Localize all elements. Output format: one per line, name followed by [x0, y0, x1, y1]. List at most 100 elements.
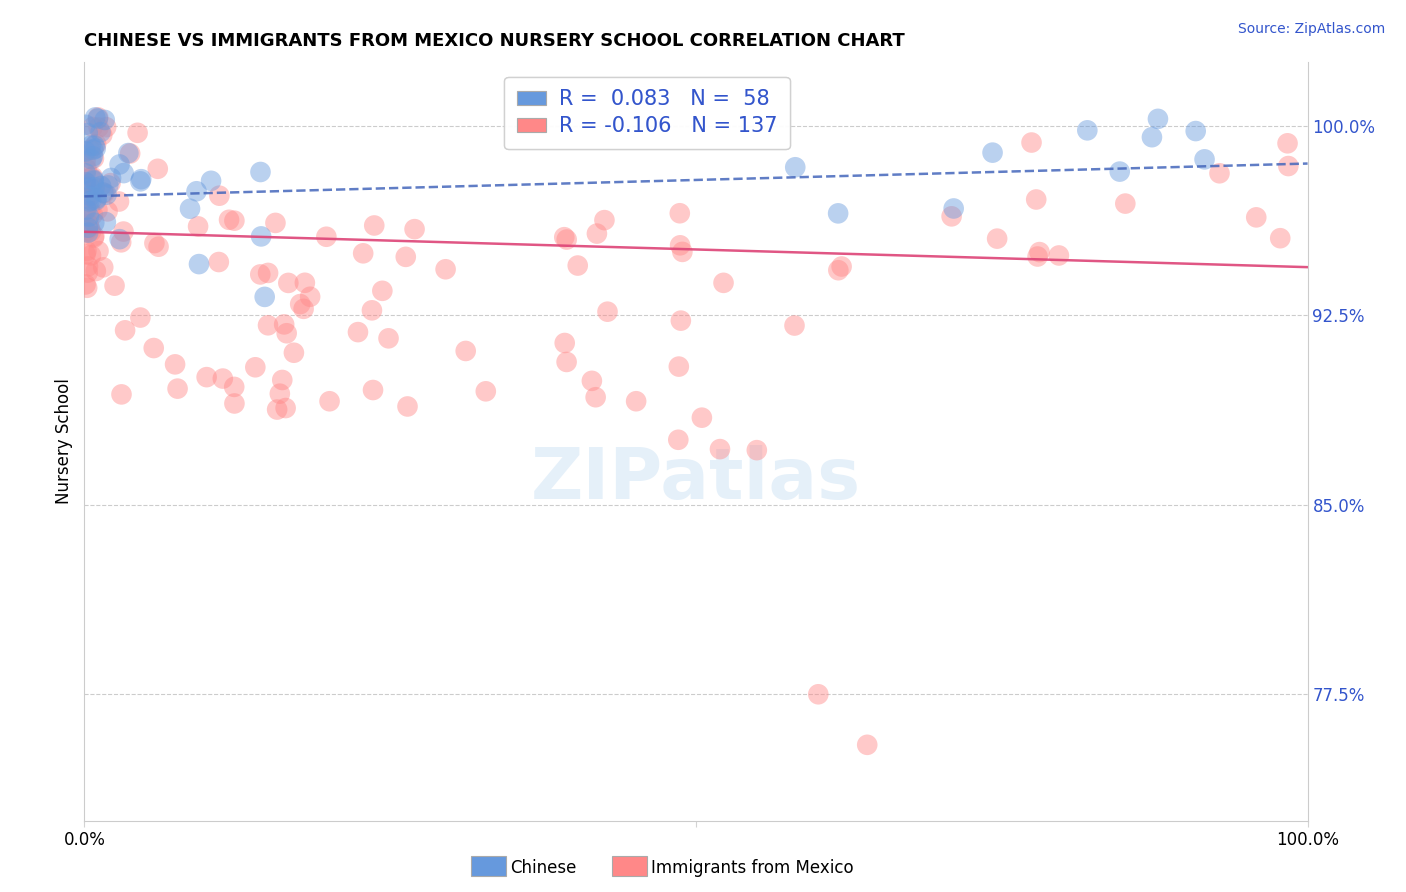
Point [82, 149, 104, 163]
Point [745, 443, 768, 458]
Point [274, 401, 297, 415]
Point [84, 194, 107, 208]
Y-axis label: Nursery School: Nursery School [55, 378, 73, 505]
Point [129, 172, 152, 186]
Point [100, 171, 122, 186]
Point [856, 738, 879, 752]
Point [361, 303, 384, 318]
Point [555, 355, 578, 369]
Point [91, 128, 114, 142]
Point [1277, 136, 1299, 151]
Point [96, 187, 118, 202]
Point [77, 260, 100, 274]
Point [709, 442, 731, 456]
Point [75, 154, 97, 169]
Point [785, 161, 807, 175]
Point [100, 176, 122, 190]
Point [1184, 124, 1206, 138]
Point [218, 212, 240, 227]
Point [668, 359, 690, 374]
Point [76, 161, 98, 176]
Point [1021, 136, 1043, 150]
Point [554, 336, 576, 351]
Point [187, 219, 209, 234]
Point [454, 343, 477, 358]
Point [114, 323, 136, 337]
Point [166, 382, 188, 396]
Point [77, 220, 100, 235]
Point [585, 390, 607, 404]
Point [165, 357, 187, 371]
Point [112, 225, 135, 239]
Point [1194, 153, 1216, 167]
Point [129, 310, 152, 325]
Point [245, 360, 267, 375]
Point [82, 208, 104, 222]
Point [1047, 248, 1070, 262]
Point [97, 178, 120, 193]
Point [200, 174, 222, 188]
Point [75, 277, 97, 292]
Point [276, 326, 298, 341]
Point [1026, 250, 1049, 264]
Point [120, 146, 142, 161]
Point [86, 191, 108, 205]
Point [299, 290, 322, 304]
Point [91, 260, 114, 275]
Point [294, 276, 316, 290]
Point [555, 233, 578, 247]
Point [266, 402, 288, 417]
Point [87, 244, 110, 258]
Point [112, 166, 135, 180]
Point [208, 255, 231, 269]
Point [80, 170, 103, 185]
Point [188, 257, 211, 271]
Point [108, 157, 131, 171]
Point [434, 262, 457, 277]
Point [142, 341, 165, 355]
Point [82, 120, 104, 134]
Point [90, 178, 112, 193]
Point [942, 202, 965, 216]
Point [249, 165, 271, 179]
Point [90, 125, 112, 139]
Point [87, 111, 110, 125]
Point [224, 213, 246, 227]
Point [596, 304, 619, 318]
Point [1277, 159, 1299, 173]
Point [76, 244, 98, 258]
Point [1076, 123, 1098, 137]
Point [75, 225, 97, 239]
Point [77, 226, 100, 240]
Point [82, 143, 104, 157]
Point [713, 276, 735, 290]
Point [108, 232, 131, 246]
Point [1114, 196, 1136, 211]
Point [80, 138, 103, 153]
Point [103, 278, 125, 293]
Point [75, 247, 97, 261]
Point [273, 318, 295, 332]
Point [83, 230, 105, 244]
Point [77, 194, 100, 209]
Point [1244, 211, 1267, 225]
Point [807, 687, 830, 701]
Point [75, 118, 97, 132]
Point [224, 396, 246, 410]
Point [586, 227, 609, 241]
Point [148, 240, 170, 254]
Point [553, 230, 575, 244]
Point [257, 318, 280, 333]
Point [84, 111, 107, 125]
Point [352, 246, 374, 260]
Point [671, 244, 693, 259]
Point [827, 206, 849, 220]
Point [1270, 231, 1292, 245]
Point [290, 297, 312, 311]
Point [75, 145, 97, 159]
Point [396, 400, 419, 414]
Point [377, 331, 399, 345]
Point [271, 373, 294, 387]
Point [986, 232, 1008, 246]
Point [253, 290, 276, 304]
